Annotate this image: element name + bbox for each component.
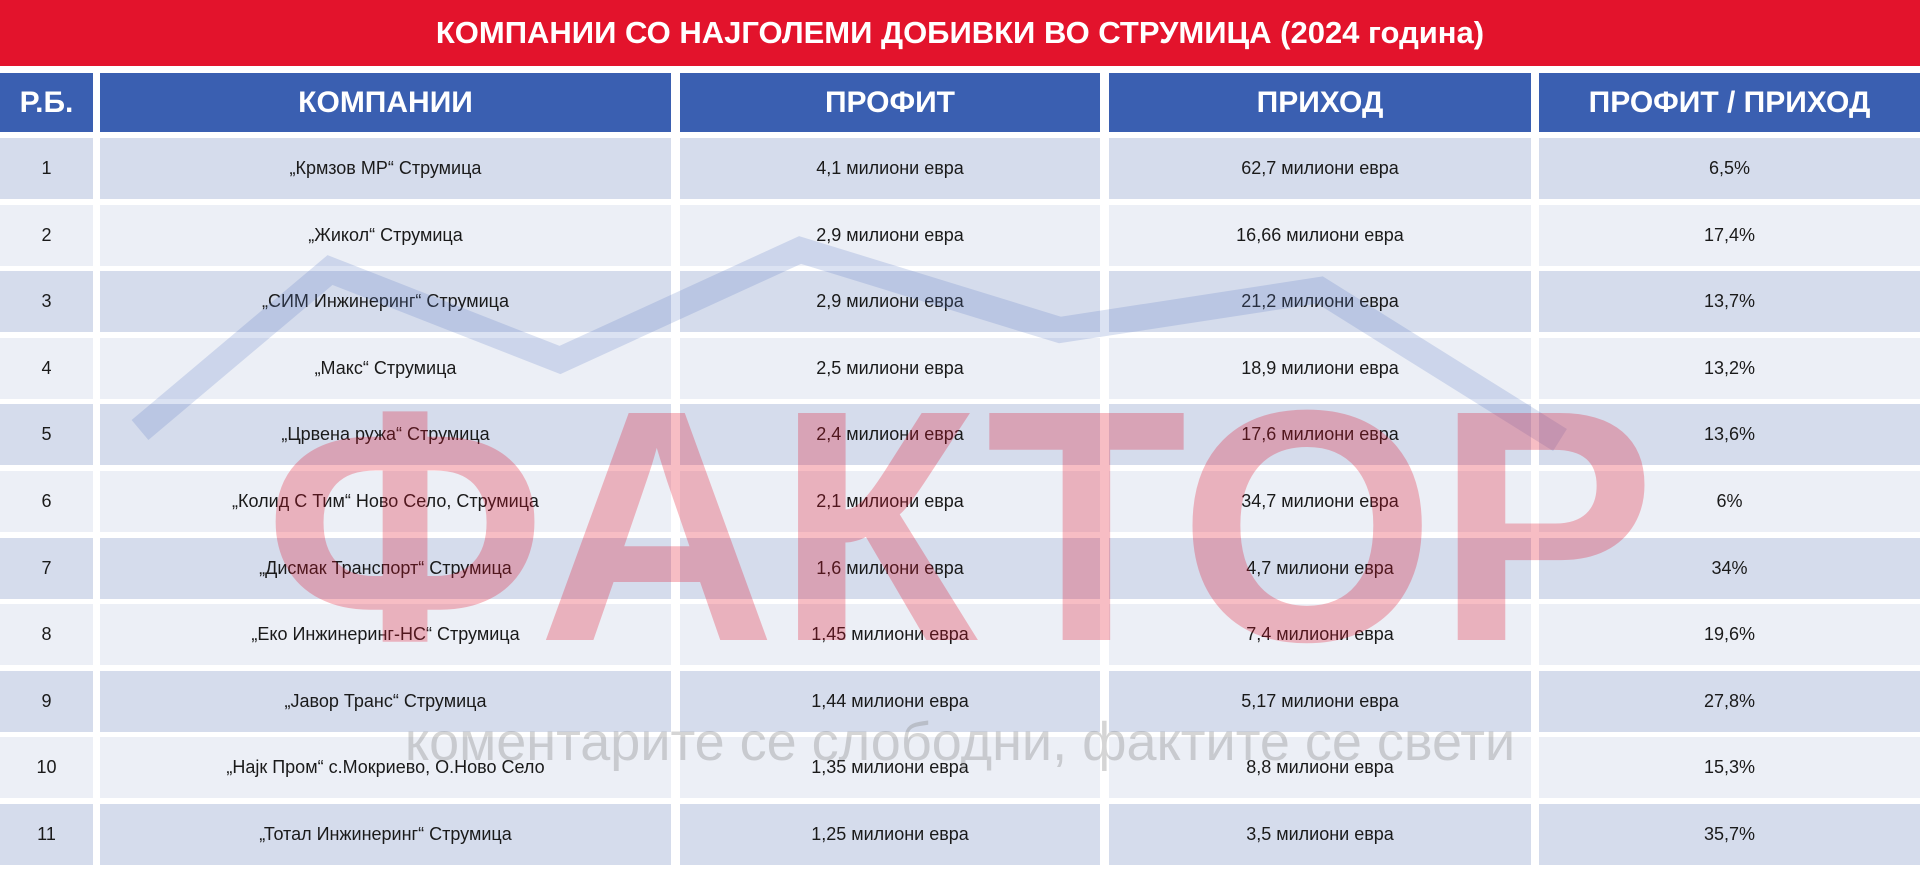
title-bar: КОМПАНИИ СО НАЈГОЛЕМИ ДОБИВКИ ВО СТРУМИЦ… (0, 0, 1920, 66)
company-cell: „Крмзов МР“ Струмица (100, 138, 671, 199)
header-ratio: ПРОФИТ / ПРИХОД (1539, 73, 1920, 132)
ratio-cell: 13,7% (1539, 271, 1920, 332)
row-number-cell: 2 (0, 205, 93, 266)
ratio-cell: 6% (1539, 471, 1920, 532)
company-cell: „Црвена ружа“ Струмица (100, 404, 671, 465)
profit-cell: 2,1 милиони евра (680, 471, 1100, 532)
profit-cell: 1,35 милиони евра (680, 737, 1100, 798)
revenue-cell: 4,7 милиони евра (1109, 538, 1531, 599)
row-number-cell: 5 (0, 404, 93, 465)
company-cell: „Макс“ Струмица (100, 338, 671, 399)
revenue-cell: 62,7 милиони евра (1109, 138, 1531, 199)
ratio-cell: 27,8% (1539, 671, 1920, 732)
company-cell: „Најк Пром“ с.Мокриево, О.Ново Село (100, 737, 671, 798)
row-number-cell: 3 (0, 271, 93, 332)
row-number-cell: 4 (0, 338, 93, 399)
profit-cell: 1,6 милиони евра (680, 538, 1100, 599)
profit-cell: 2,9 милиони евра (680, 271, 1100, 332)
ratio-cell: 6,5% (1539, 138, 1920, 199)
row-number-cell: 8 (0, 604, 93, 665)
ratio-cell: 19,6% (1539, 604, 1920, 665)
company-cell: „Еко Инжинеринг-НС“ Струмица (100, 604, 671, 665)
revenue-cell: 5,17 милиони евра (1109, 671, 1531, 732)
revenue-cell: 18,9 милиони евра (1109, 338, 1531, 399)
ratio-cell: 17,4% (1539, 205, 1920, 266)
revenue-cell: 16,66 милиони евра (1109, 205, 1531, 266)
row-number-cell: 11 (0, 804, 93, 865)
profit-cell: 1,45 милиони евра (680, 604, 1100, 665)
profit-cell: 2,9 милиони евра (680, 205, 1100, 266)
company-cell: „СИМ Инжинеринг“ Струмица (100, 271, 671, 332)
company-cell: „Дисмак Транспорт“ Струмица (100, 538, 671, 599)
company-cell: „Жикол“ Струмица (100, 205, 671, 266)
row-number-cell: 1 (0, 138, 93, 199)
company-cell: „Јавор Транс“ Струмица (100, 671, 671, 732)
revenue-cell: 8,8 милиони евра (1109, 737, 1531, 798)
row-number-cell: 10 (0, 737, 93, 798)
ratio-cell: 35,7% (1539, 804, 1920, 865)
revenue-cell: 21,2 милиони евра (1109, 271, 1531, 332)
row-number-cell: 9 (0, 671, 93, 732)
header-revenue: ПРИХОД (1109, 73, 1531, 132)
header-company: КОМПАНИИ (100, 73, 671, 132)
row-number-cell: 7 (0, 538, 93, 599)
ratio-cell: 13,6% (1539, 404, 1920, 465)
profit-cell: 1,44 милиони евра (680, 671, 1100, 732)
revenue-cell: 7,4 милиони евра (1109, 604, 1531, 665)
profit-cell: 2,5 милиони евра (680, 338, 1100, 399)
row-number-cell: 6 (0, 471, 93, 532)
profit-cell: 4,1 милиони евра (680, 138, 1100, 199)
header-profit: ПРОФИТ (680, 73, 1100, 132)
revenue-cell: 34,7 милиони евра (1109, 471, 1531, 532)
ratio-cell: 13,2% (1539, 338, 1920, 399)
revenue-cell: 3,5 милиони евра (1109, 804, 1531, 865)
revenue-cell: 17,6 милиони евра (1109, 404, 1531, 465)
company-cell: „Тотал Инжинеринг“ Струмица (100, 804, 671, 865)
header-row-number: Р.Б. (0, 73, 93, 132)
profit-cell: 1,25 милиони евра (680, 804, 1100, 865)
profit-cell: 2,4 милиони евра (680, 404, 1100, 465)
ratio-cell: 34% (1539, 538, 1920, 599)
company-cell: „Колид С Тим“ Ново Село, Струмица (100, 471, 671, 532)
ratio-cell: 15,3% (1539, 737, 1920, 798)
